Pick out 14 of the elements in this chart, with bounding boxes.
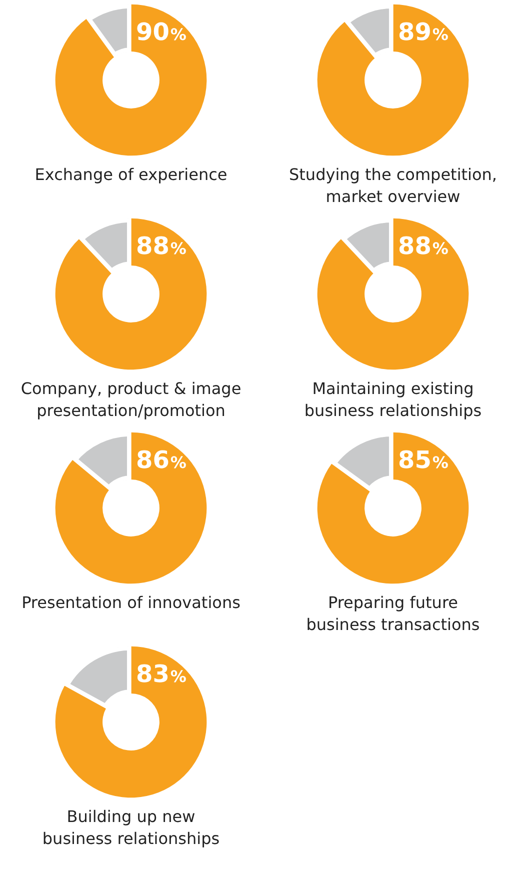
data-label: 88% bbox=[136, 232, 186, 260]
text: Company, product & image presentation/promotion bbox=[20, 378, 242, 422]
text: Maintaining existing business relationships bbox=[304, 378, 482, 422]
data-label: 89% bbox=[398, 18, 448, 46]
text: Presentation of innovations bbox=[22, 592, 240, 614]
text: Studying the competition, market overview bbox=[289, 164, 497, 208]
text: Building up new business relationships bbox=[42, 806, 220, 850]
data-label: 86% bbox=[136, 446, 186, 474]
text: Exchange of experience bbox=[34, 164, 228, 186]
data-label: 90% bbox=[136, 18, 186, 46]
data-label: 88% bbox=[398, 232, 448, 260]
data-label: 83% bbox=[136, 660, 186, 688]
text: Preparing future business transactions bbox=[306, 592, 480, 636]
data-label: 85% bbox=[398, 446, 448, 474]
